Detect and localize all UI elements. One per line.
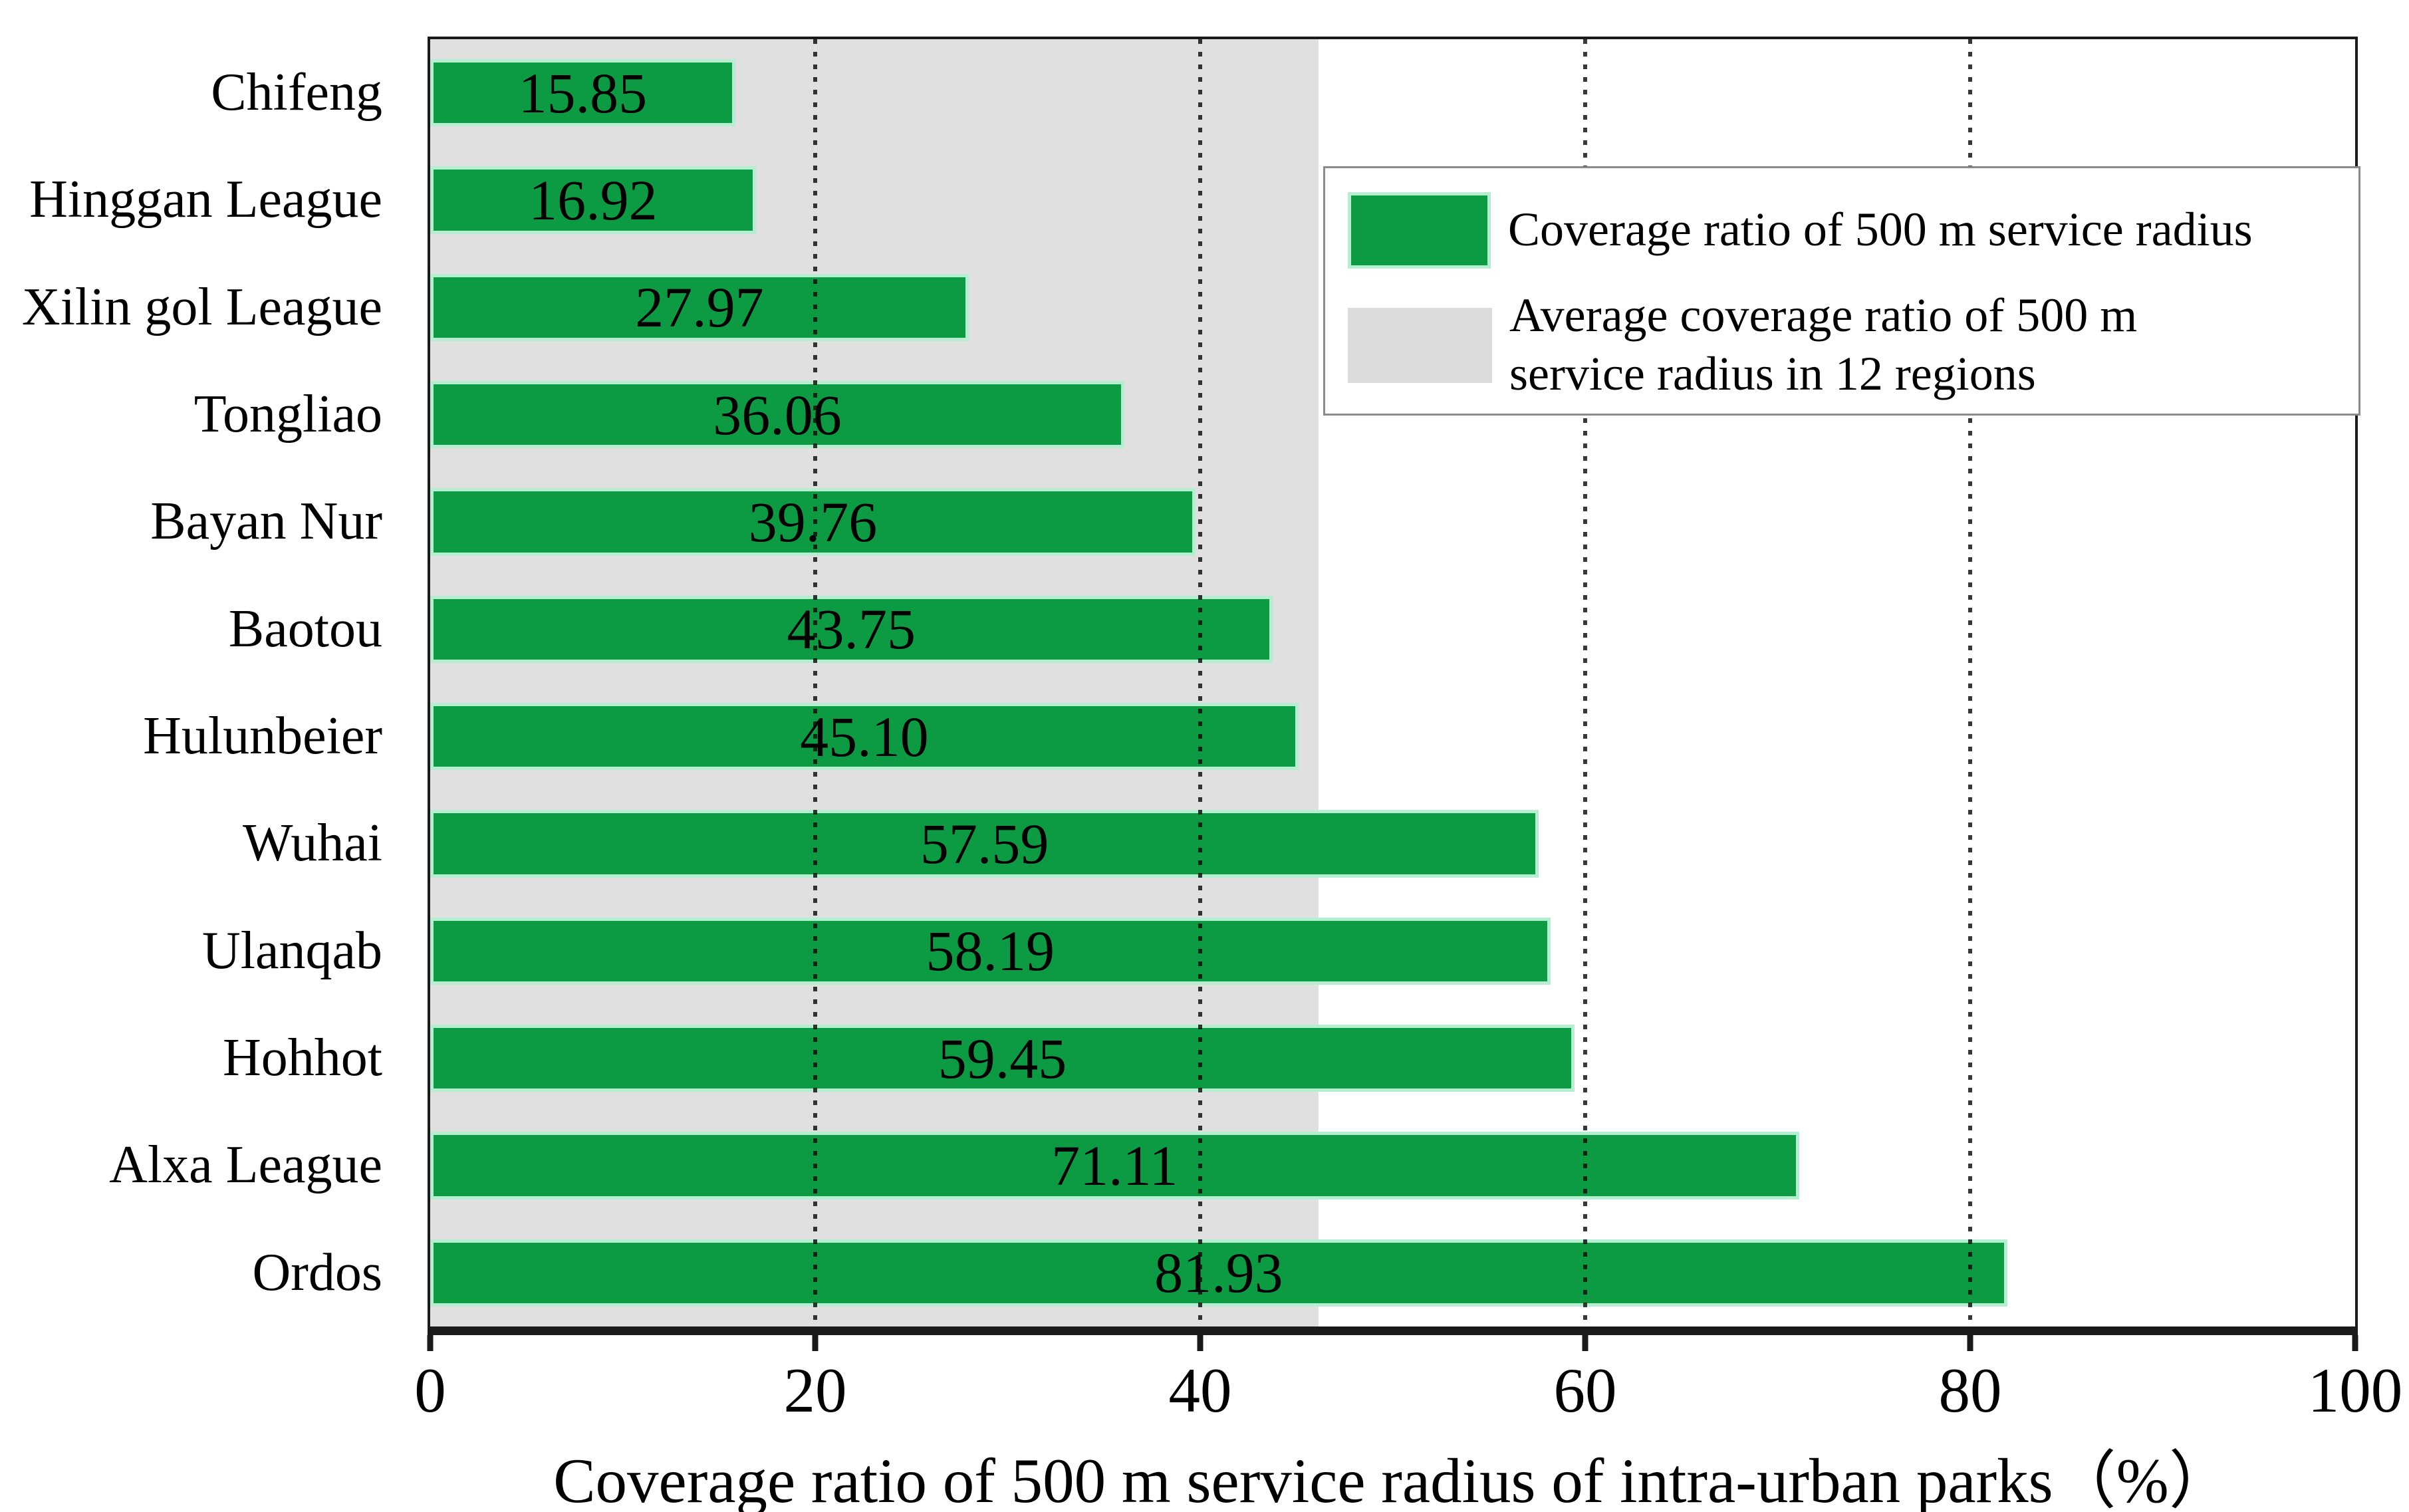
bar-hulunbeier: 45.10 xyxy=(430,702,1299,771)
legend-swatch-green xyxy=(1348,191,1491,269)
bar-row: 58.19 xyxy=(430,898,2355,1005)
tick-label: 80 xyxy=(1938,1355,2002,1426)
gridline-40 xyxy=(1198,39,1202,1326)
bar-ulanqab: 58.19 xyxy=(430,917,1551,985)
bar-row: 57.59 xyxy=(430,790,2355,897)
bar-value-label: 71.11 xyxy=(1051,1133,1178,1197)
bar-row: 59.45 xyxy=(430,1005,2355,1112)
y-axis-category-labels: Chifeng Hinggan League Xilin gol League … xyxy=(0,39,402,1326)
bar-xilin-gol-league: 27.97 xyxy=(430,273,969,342)
legend-box: Coverage ratio of 500 m service radius A… xyxy=(1323,166,2360,416)
bar-value-label: 27.97 xyxy=(635,275,764,340)
tick-mark xyxy=(1967,1335,1973,1351)
bar-row: 45.10 xyxy=(430,683,2355,790)
category-label: Hulunbeier xyxy=(143,707,382,766)
bar-value-label: 15.85 xyxy=(518,61,648,125)
gridline-20 xyxy=(813,39,817,1326)
bar-value-label: 39.76 xyxy=(749,489,878,555)
bar-row: 71.11 xyxy=(430,1112,2355,1219)
legend-label-average-line2: service radius in 12 regions xyxy=(1509,347,2036,400)
gridline-80 xyxy=(1968,39,1972,1326)
bar-row: 16.92 xyxy=(430,146,2355,253)
legend-swatch-gray xyxy=(1348,307,1492,383)
bar-row: 36.06 xyxy=(430,361,2355,468)
bar-row: 81.93 xyxy=(430,1219,2355,1326)
tick-label: 20 xyxy=(783,1355,847,1426)
bar-value-label: 58.19 xyxy=(926,919,1055,983)
category-label: Wuhai xyxy=(242,814,382,873)
tick-mark xyxy=(1197,1335,1204,1351)
bar-row: 43.75 xyxy=(430,576,2355,683)
average-coverage-band xyxy=(430,39,1319,1326)
bar-row: 15.85 xyxy=(430,39,2355,146)
legend-label-average-line1: Average coverage ratio of 500 m xyxy=(1509,289,2138,342)
bar-value-label: 43.75 xyxy=(787,597,916,662)
legend-entry-coverage: Coverage ratio of 500 m service radius xyxy=(1348,180,2358,280)
legend-label-coverage: Coverage ratio of 500 m service radius xyxy=(1508,203,2253,257)
category-label: Ulanqab xyxy=(201,921,382,980)
bar-hinggan-league: 16.92 xyxy=(430,166,756,234)
category-label: Xilin gol League xyxy=(21,277,382,336)
bar-baotou: 43.75 xyxy=(430,595,1273,664)
category-label: Ordos xyxy=(252,1243,382,1302)
category-label: Chifeng xyxy=(211,63,382,122)
tick-mark xyxy=(2352,1335,2358,1351)
x-axis-tick-labels: 0 20 40 60 80 100 xyxy=(414,1354,2402,1427)
x-axis-title: Coverage ratio of 500 m service radius o… xyxy=(553,1446,2232,1512)
tick-label: 60 xyxy=(1553,1355,1617,1426)
bar-value-label: 36.06 xyxy=(713,382,842,447)
bar-value-label: 45.10 xyxy=(800,704,929,769)
bar-chifeng: 15.85 xyxy=(430,59,735,127)
tick-mark xyxy=(1582,1335,1588,1351)
tick-mark xyxy=(427,1335,434,1351)
bar-alxa-league: 71.11 xyxy=(430,1132,1799,1199)
legend-label-average: Average coverage ratio of 500 m service … xyxy=(1509,287,2137,404)
category-label: Tongliao xyxy=(193,385,382,444)
legend-entry-average: Average coverage ratio of 500 m service … xyxy=(1348,285,2358,405)
category-label: Hohhot xyxy=(223,1029,382,1088)
bar-value-label: 57.59 xyxy=(920,811,1049,876)
x-axis-ticks xyxy=(427,1335,2358,1352)
bar-ordos: 81.93 xyxy=(430,1239,2007,1307)
tick-label: 40 xyxy=(1168,1355,1232,1426)
category-label: Hinggan League xyxy=(29,170,382,229)
category-label: Bayan Nur xyxy=(150,492,382,551)
bar-wuhai: 57.59 xyxy=(430,810,1539,878)
category-label: Alxa League xyxy=(109,1136,382,1195)
bar-tongliao: 36.06 xyxy=(430,380,1124,449)
bar-row: 27.97 xyxy=(430,254,2355,361)
category-label: Baotou xyxy=(228,599,382,658)
bar-value-label: 59.45 xyxy=(938,1026,1067,1090)
bar-value-label: 16.92 xyxy=(529,168,658,232)
bar-value-label: 81.93 xyxy=(1154,1241,1283,1305)
bar-row: 39.76 xyxy=(430,468,2355,575)
bar-bayan-nur: 39.76 xyxy=(430,488,1196,556)
tick-label: 0 xyxy=(414,1355,446,1426)
bar-hohhot: 59.45 xyxy=(430,1024,1575,1092)
tick-label: 100 xyxy=(2307,1355,2403,1426)
tick-mark xyxy=(812,1335,819,1351)
gridline-60 xyxy=(1583,39,1587,1326)
